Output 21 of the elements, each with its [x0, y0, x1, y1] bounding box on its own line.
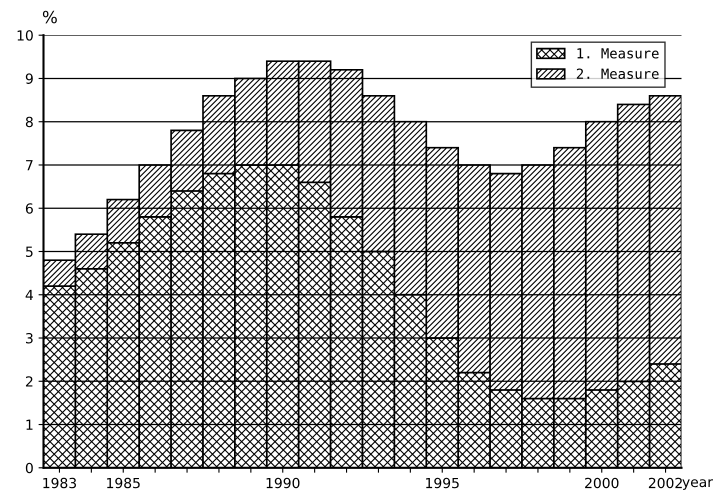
x-tick-label: 2002 [648, 478, 682, 488]
y-tick-label: 9 [26, 73, 33, 84]
y-tick-label: 0 [26, 462, 33, 474]
x-tick-label: 1983 [43, 478, 76, 488]
x-tick-label: 2000 [585, 478, 618, 488]
x-tick-label: 1990 [266, 478, 300, 488]
x-tick-label: 1985 [107, 478, 140, 488]
y-tick-label: 6 [26, 203, 33, 214]
x-tick-label: 1995 [426, 478, 459, 488]
legend-label: 2. Measure [576, 68, 659, 79]
y-tick-label: 7 [26, 160, 33, 170]
y-tick-label: 4 [26, 290, 33, 300]
legend-label: 1. Measure [577, 48, 659, 59]
y-tick-label: 8 [26, 116, 33, 128]
y-tick-label: 3 [26, 332, 33, 344]
y-tick-label: 2 [26, 376, 32, 387]
y-axis-title: % [42, 10, 57, 24]
y-tick-label: 10 [18, 30, 33, 41]
y-tick-label: 1 [26, 420, 32, 430]
x-axis-title: year [682, 479, 713, 490]
y-tick-label: 5 [26, 246, 33, 257]
